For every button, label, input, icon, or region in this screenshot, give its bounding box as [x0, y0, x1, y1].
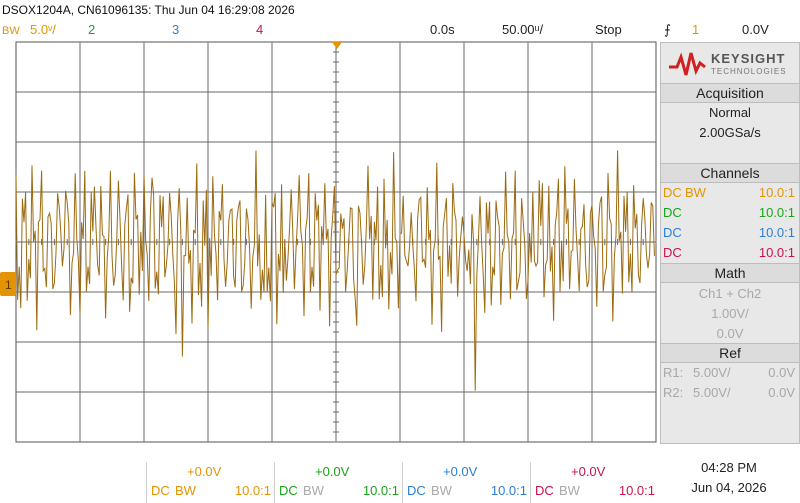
- time-scale[interactable]: 50.00ᵘ/: [502, 22, 544, 37]
- ch4-probe: 10.0:1: [758, 245, 795, 260]
- ch4-status[interactable]: +0.0V DC BW 10.0:1: [530, 462, 659, 503]
- math-expression: Ch1 + Ch2: [698, 286, 762, 301]
- ch2-status-probe: 10.0:1: [362, 483, 399, 498]
- brand-sub: TECHNOLOGIES: [711, 67, 787, 76]
- window-title: DSOX1204A, CN61096135: Thu Jun 04 16:29:…: [2, 3, 295, 17]
- ref1-scale: 5.00V/: [693, 365, 731, 380]
- acquisition-header[interactable]: Acquisition: [661, 83, 799, 103]
- keysight-wave-icon: [669, 52, 706, 76]
- run-state[interactable]: Stop: [595, 22, 622, 37]
- ref1-offset: 0.0V: [768, 365, 795, 380]
- clock-time: 04:28 PM: [701, 460, 757, 475]
- ch4-label[interactable]: 4: [256, 22, 264, 37]
- ch1-status-coupling: DC: [151, 483, 170, 498]
- side-panel: KEYSIGHT TECHNOLOGIES Acquisition Normal…: [660, 42, 800, 444]
- ch3-status[interactable]: +0.0V DC BW 10.0:1: [402, 462, 531, 503]
- acquisition-mode: Normal: [709, 105, 751, 120]
- ch3-status-bw: BW: [431, 483, 452, 498]
- math-header[interactable]: Math: [661, 263, 799, 283]
- trigger-edge-icon: ⨍: [664, 22, 671, 37]
- ch3-coupling: DC: [663, 225, 682, 240]
- ch2-offset: +0.0V: [315, 464, 350, 479]
- ref2-label: R2:: [663, 385, 684, 400]
- trigger-level[interactable]: 0.0V: [742, 22, 769, 37]
- ch3-status-probe: 10.0:1: [490, 483, 527, 498]
- ch2-status-coupling: DC: [279, 483, 298, 498]
- ch4-status-coupling: DC: [535, 483, 554, 498]
- ch1-scale[interactable]: 5.0ᵛ/: [30, 22, 56, 37]
- ch3-offset: +0.0V: [443, 464, 478, 479]
- clock-date: Jun 04, 2026: [691, 480, 767, 495]
- ch1-bw: BW: [685, 185, 706, 200]
- ch3-probe: 10.0:1: [758, 225, 795, 240]
- ch4-status-probe: 10.0:1: [618, 483, 655, 498]
- ch2-status-bw: BW: [303, 483, 324, 498]
- math-offset: 0.0V: [716, 326, 744, 341]
- trigger-position-marker: [332, 42, 342, 49]
- ch2-label[interactable]: 2: [88, 22, 96, 37]
- ch1-ground-marker: [0, 272, 16, 296]
- channel-status-bar: +0.0V DC BW 10.0:1 +0.0V DC BW 10.0:1 +0…: [0, 462, 800, 503]
- ch4-coupling: DC: [663, 245, 682, 260]
- ch1-marker-label: 1: [5, 278, 12, 292]
- waveform-display[interactable]: 1: [0, 40, 660, 444]
- ch2-status[interactable]: +0.0V DC BW 10.0:1: [274, 462, 403, 503]
- channels-header[interactable]: Channels: [661, 163, 799, 183]
- ch4-offset: +0.0V: [571, 464, 606, 479]
- ch3-label[interactable]: 3: [172, 22, 180, 37]
- keysight-logo: KEYSIGHT TECHNOLOGIES: [661, 43, 799, 83]
- ch4-status-bw: BW: [559, 483, 580, 498]
- ch1-trace: [15, 150, 655, 391]
- ch2-probe: 10.0:1: [758, 205, 795, 220]
- ref1-label: R1:: [663, 365, 684, 380]
- ref-header[interactable]: Ref: [661, 343, 799, 363]
- trigger-source[interactable]: 1: [692, 22, 700, 37]
- math-scale: 1.00V/: [711, 306, 749, 321]
- ch1-status-probe: 10.0:1: [234, 483, 271, 498]
- ch3-status-coupling: DC: [407, 483, 426, 498]
- ch1-coupling: DC: [663, 185, 682, 200]
- sample-rate: 2.00GSa/s: [699, 125, 761, 140]
- ch1-status[interactable]: +0.0V DC BW 10.0:1: [146, 462, 275, 503]
- ch1-status-bw: BW: [175, 483, 196, 498]
- bw-limit-indicator: BW: [2, 25, 20, 37]
- ch2-coupling: DC: [663, 205, 682, 220]
- ch1-probe: 10.0:1: [758, 185, 795, 200]
- ref2-scale: 5.00V/: [693, 385, 731, 400]
- brand-name: KEYSIGHT: [711, 51, 786, 66]
- ch1-offset: +0.0V: [187, 464, 222, 479]
- ref2-offset: 0.0V: [768, 385, 795, 400]
- time-offset[interactable]: 0.0s: [430, 22, 455, 37]
